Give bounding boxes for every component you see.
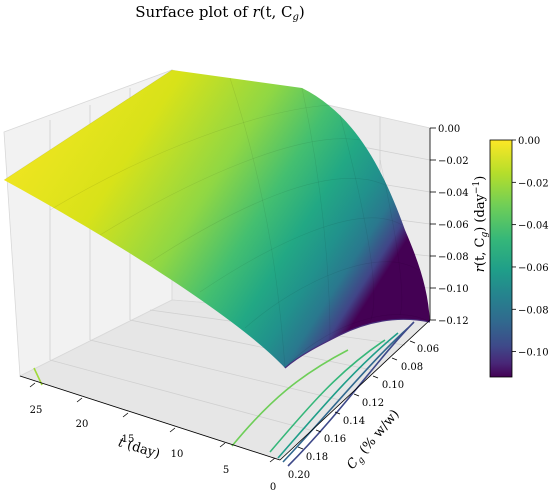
- surface-front-edge: [284, 318, 431, 369]
- colorbar-tick-label: −0.04: [518, 221, 549, 232]
- cg-tick-label: 0.20: [288, 470, 310, 481]
- surface-mesh: [3, 69, 431, 369]
- colorbar: 0.00 −0.02 −0.04 −0.06 −0.08 −0.10: [489, 136, 549, 378]
- chart-title: Surface plot of r(t, Cg): [135, 3, 305, 23]
- z-tick-label: −0.04: [438, 188, 469, 199]
- colorbar-tick-label: 0.00: [518, 136, 540, 147]
- colorbar-ticks: 0.00 −0.02 −0.04 −0.06 −0.08 −0.10: [512, 136, 549, 359]
- cg-tick-label: 0.10: [382, 380, 404, 391]
- z-tick-label: −0.12: [438, 316, 469, 327]
- colorbar-gradient: [489, 139, 513, 378]
- colorbar-tick-label: −0.02: [518, 178, 549, 189]
- colorbar-tick-label: −0.08: [518, 305, 549, 316]
- cg-tick-label: 0.14: [343, 416, 365, 427]
- t-tick-label: 10: [171, 449, 184, 460]
- z-tick-label: −0.08: [438, 252, 469, 263]
- colorbar-tick-label: −0.10: [518, 348, 549, 359]
- t-tick-label: 20: [76, 419, 89, 430]
- surface: [3, 69, 431, 369]
- z-tick-label: −0.06: [438, 220, 469, 231]
- cg-tick-label: 0.16: [324, 434, 346, 445]
- z-tick-label: 0.00: [438, 124, 460, 135]
- cg-tick-label: 0.12: [362, 398, 384, 409]
- z-tick-label: −0.02: [438, 156, 469, 167]
- cg-tick-label: 0.06: [417, 344, 439, 355]
- contour-line: [269, 339, 386, 453]
- contour-line: [277, 332, 399, 459]
- contour-line: [231, 349, 349, 447]
- cg-tick-label: 0.08: [401, 362, 423, 373]
- colorbar-tick-label: −0.06: [518, 263, 549, 274]
- contour-line: [33, 367, 43, 386]
- t-tick-label: 5: [223, 465, 229, 476]
- t-tick-label: 25: [30, 405, 43, 416]
- z-tick-label: −0.10: [438, 284, 469, 295]
- cg-tick-label: 0.18: [306, 452, 328, 463]
- t-tick-label: 0: [270, 482, 276, 493]
- contour-line: [282, 327, 409, 463]
- surface-body: [4, 70, 430, 368]
- t-tick-label: 15: [122, 434, 135, 445]
- z-axis-label: r(t, Cg) (day−1): [472, 176, 490, 273]
- t-axis-label: t (day): [116, 435, 161, 462]
- z-axis: 0.00 −0.02 −0.04 −0.06 −0.08 −0.10 −0.12…: [430, 124, 490, 327]
